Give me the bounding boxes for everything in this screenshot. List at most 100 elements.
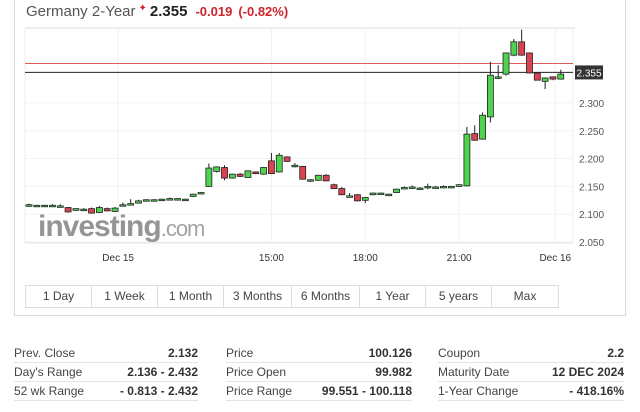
candle-body-down: [533, 72, 541, 81]
stat-value: 100.126: [368, 346, 412, 360]
range-max[interactable]: Max: [492, 286, 558, 307]
candle: [236, 173, 244, 177]
candle: [369, 192, 377, 196]
candle: [197, 191, 205, 195]
candle: [440, 185, 447, 189]
price-change-percent: (-0.82%): [238, 4, 289, 19]
range-1-week[interactable]: 1 Week: [92, 286, 158, 307]
candle: [142, 199, 150, 202]
y-tick-label: 2.100: [579, 210, 604, 221]
candle: [64, 206, 72, 213]
candle: [557, 69, 565, 80]
stat-1-year-change: 1-Year Change - 418.16%: [438, 382, 624, 401]
candle-body-up: [408, 186, 416, 189]
range-3-months[interactable]: 3 Months: [224, 286, 292, 307]
candle: [103, 207, 111, 212]
candle-body-up: [361, 197, 369, 201]
candle: [299, 165, 307, 180]
candle: [283, 156, 291, 162]
candle-body-up: [447, 185, 455, 189]
y-tick-label: 2.250: [579, 127, 604, 138]
candle-body-up: [440, 185, 447, 189]
stat-value: 99.551 - 100.118: [321, 384, 412, 398]
stat-price-range: Price Range 99.551 - 100.118: [226, 382, 412, 401]
candle-body-up: [111, 207, 119, 212]
candle: [88, 207, 95, 214]
investing-logo-watermark: investing.com: [38, 210, 204, 243]
stat-prev-close: Prev. Close 2.132: [14, 344, 198, 363]
candle: [135, 199, 142, 204]
last-price-tag: [575, 65, 603, 80]
candle: [494, 65, 502, 80]
stat-value: - 0.813 - 2.432: [119, 384, 198, 398]
candle: [541, 77, 549, 90]
candle-body-up: [416, 187, 424, 190]
last-price: 2.355: [149, 3, 188, 20]
candle-body-down: [283, 156, 291, 162]
candle: [33, 204, 41, 208]
range-1-year[interactable]: 1 Year: [360, 286, 426, 307]
candle: [486, 61, 494, 123]
stat-label: Maturity Date: [438, 365, 510, 379]
candle-body-up: [166, 198, 174, 201]
candle-body-down: [221, 167, 228, 179]
stat-price: Price 100.126: [226, 344, 412, 363]
candle-body-down: [236, 173, 244, 177]
time-range-selector: 1 Day 1 Week 1 Month 3 Months 6 Months 1…: [25, 285, 559, 308]
candle-body-up: [486, 74, 494, 118]
range-6-months[interactable]: 6 Months: [292, 286, 360, 307]
y-tick-label: 2.200: [579, 155, 604, 166]
candle: [526, 52, 533, 74]
candle-body-up: [260, 167, 268, 175]
candle: [56, 204, 64, 208]
candle-body-up: [56, 205, 64, 208]
stat-coupon: Coupon 2.2: [438, 344, 624, 363]
x-tick-label: 18:00: [353, 253, 378, 264]
candle-body-up: [80, 208, 88, 212]
candle: [268, 153, 275, 175]
candle-body-up: [424, 185, 432, 189]
stat-value: 12 DEC 2024: [551, 365, 624, 379]
candle: [549, 76, 557, 81]
candle: [41, 204, 49, 208]
candle-body-up: [174, 198, 181, 201]
candle-body-up: [244, 170, 252, 178]
candle-body-up: [181, 198, 189, 202]
candle-body-down: [88, 208, 95, 214]
candle-body-up: [150, 199, 158, 202]
candle-body-up: [307, 179, 314, 182]
candle-body-down: [471, 133, 479, 141]
range-1-month[interactable]: 1 Month: [158, 286, 224, 307]
stat-price-open: Price Open 99.982: [226, 363, 412, 382]
candle: [307, 179, 314, 182]
candle: [181, 198, 189, 202]
range-1-day[interactable]: 1 Day: [26, 286, 92, 307]
candle-body-up: [127, 203, 135, 206]
candle-body-up: [479, 114, 486, 140]
candle: [322, 174, 330, 182]
stat-days-range: Day's Range 2.136 - 2.432: [14, 363, 198, 382]
candle: [174, 198, 181, 201]
stat-value: 2.2: [607, 346, 624, 360]
candle: [408, 185, 416, 189]
candle: [432, 185, 440, 189]
candle: [244, 170, 252, 179]
candle-body-down: [354, 194, 361, 202]
candle: [338, 186, 346, 196]
candle: [49, 204, 56, 208]
candle: [518, 29, 526, 56]
candle: [158, 198, 166, 202]
candlestick-chart[interactable]: 2.300 2.250 2.200 2.150 2.100 2.050 Dec 15 15:0…: [0, 0, 640, 280]
candle: [314, 174, 322, 181]
candle-body-up: [189, 193, 197, 197]
range-5-years[interactable]: 5 years: [426, 286, 492, 307]
candle: [260, 166, 268, 175]
stat-label: Price: [226, 346, 254, 360]
candle-body-up: [49, 204, 56, 208]
x-tick-label: Dec 16: [539, 253, 571, 264]
stat-value: - 418.16%: [569, 384, 624, 398]
candle-body-down: [338, 188, 346, 196]
candle: [455, 184, 463, 187]
instrument-name: Germany 2-Year: [26, 3, 136, 20]
instrument-header: Germany 2-Year ✦ 2.355 -0.019 (-0.82%): [26, 3, 294, 20]
